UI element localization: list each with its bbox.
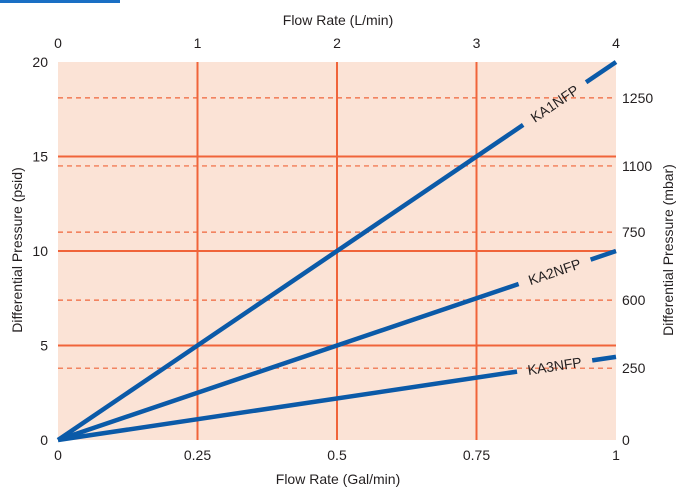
- right-axis-title: Differential Pressure (mbar): [660, 164, 676, 336]
- tick-right: 1100: [622, 158, 652, 174]
- series-lines: [56, 60, 618, 443]
- tick-top: 0: [54, 35, 62, 51]
- tick-left: 15: [32, 149, 48, 165]
- tick-bottom: 0.5: [327, 447, 347, 463]
- top-accent-bar: [0, 0, 120, 3]
- tick-right: 250: [622, 360, 646, 376]
- left-axis-title: Differential Pressure (psid): [9, 167, 25, 332]
- series-line-KA2NFP: [57, 281, 520, 443]
- tick-bottom: 0.75: [463, 447, 490, 463]
- series-line-KA2NFP-end: [589, 248, 617, 262]
- tick-right: 600: [622, 292, 646, 308]
- series-label-KA3NFP: KA3NFP: [527, 354, 583, 378]
- tick-right: 0: [622, 432, 630, 448]
- series-line-KA3NFP: [57, 369, 518, 443]
- tick-left: 10: [32, 243, 48, 259]
- top-axis-title: Flow Rate (L/min): [283, 12, 393, 28]
- tick-left: 0: [40, 432, 48, 448]
- tick-top: 1: [194, 35, 202, 51]
- tick-right: 1250: [622, 90, 653, 106]
- tick-right: 750: [622, 224, 646, 240]
- tick-top: 3: [473, 35, 481, 51]
- tick-left: 5: [40, 338, 48, 354]
- tick-bottom: 1: [612, 447, 620, 463]
- tick-bottom: 0.25: [184, 447, 211, 463]
- tick-top: 2: [333, 35, 341, 51]
- tick-left: 20: [32, 54, 48, 70]
- grid: [58, 62, 616, 440]
- tick-bottom: 0: [54, 447, 62, 463]
- series-line-KA3NFP-end: [591, 354, 617, 363]
- series-line-KA1NFP: [56, 123, 525, 442]
- tick-labels: 0 0.25 0.5 0.75 10 1 2 3 40510152002506007501100…: [32, 35, 653, 463]
- series-line-KA1NFP-end: [584, 60, 618, 85]
- bottom-axis-title: Flow Rate (Gal/min): [276, 471, 400, 487]
- tick-top: 4: [612, 35, 620, 51]
